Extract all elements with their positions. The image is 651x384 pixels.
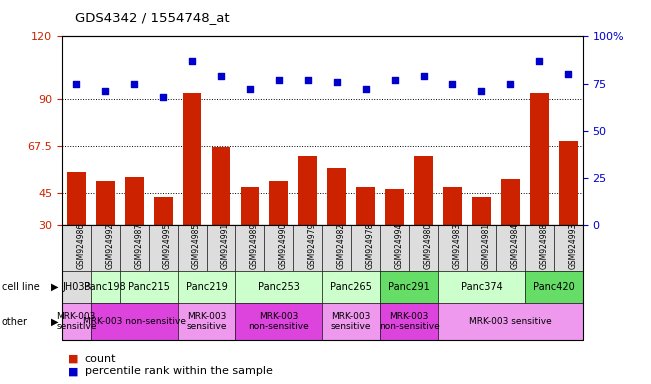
- Bar: [356, 187, 375, 225]
- Text: other: other: [2, 316, 28, 327]
- Text: GSM924994: GSM924994: [395, 222, 404, 269]
- Text: Panc291: Panc291: [388, 282, 430, 292]
- Point: [447, 81, 458, 87]
- Text: ▶: ▶: [51, 316, 59, 327]
- Point: [158, 94, 169, 100]
- Text: GSM924995: GSM924995: [163, 222, 172, 269]
- Point: [419, 73, 429, 79]
- Point: [100, 88, 111, 94]
- Point: [273, 77, 284, 83]
- Point: [361, 86, 371, 92]
- Text: ■: ■: [68, 366, 79, 376]
- Text: MRK-003 non-sensitive: MRK-003 non-sensitive: [83, 317, 186, 326]
- Text: Panc253: Panc253: [258, 282, 299, 292]
- Text: GSM924992: GSM924992: [105, 223, 114, 269]
- Point: [245, 86, 255, 92]
- Text: ■: ■: [68, 354, 79, 364]
- Text: Panc420: Panc420: [533, 282, 575, 292]
- Text: GSM924993: GSM924993: [568, 222, 577, 269]
- Text: GSM924989: GSM924989: [250, 223, 259, 269]
- Text: MRK-003
sensitive: MRK-003 sensitive: [331, 312, 372, 331]
- Bar: [501, 179, 519, 225]
- Text: GSM924990: GSM924990: [279, 222, 288, 269]
- Text: MRK-003
sensitive: MRK-003 sensitive: [186, 312, 227, 331]
- Bar: [96, 181, 115, 225]
- Text: GSM924980: GSM924980: [424, 223, 432, 269]
- Bar: [298, 156, 317, 225]
- Bar: [530, 93, 549, 225]
- Text: cell line: cell line: [2, 282, 40, 292]
- Point: [389, 77, 400, 83]
- Point: [215, 73, 226, 79]
- Text: ▶: ▶: [51, 282, 59, 292]
- Point: [129, 81, 139, 87]
- Point: [71, 81, 81, 87]
- Text: GSM924979: GSM924979: [308, 222, 317, 269]
- Bar: [240, 187, 259, 225]
- Text: JH033: JH033: [62, 282, 90, 292]
- Point: [534, 58, 544, 64]
- Bar: [414, 156, 433, 225]
- Point: [303, 77, 313, 83]
- Text: Panc215: Panc215: [128, 282, 169, 292]
- Text: GSM924981: GSM924981: [481, 223, 490, 269]
- Point: [331, 79, 342, 85]
- Text: GSM924985: GSM924985: [192, 223, 201, 269]
- Text: MRK-003
sensitive: MRK-003 sensitive: [56, 312, 96, 331]
- Text: GSM924991: GSM924991: [221, 223, 230, 269]
- Text: GSM924988: GSM924988: [539, 223, 548, 269]
- Text: GSM924983: GSM924983: [452, 223, 462, 269]
- Bar: [327, 168, 346, 225]
- Bar: [125, 177, 144, 225]
- Text: Panc198: Panc198: [85, 282, 126, 292]
- Bar: [270, 181, 288, 225]
- Text: Panc265: Panc265: [330, 282, 372, 292]
- Text: Panc374: Panc374: [460, 282, 503, 292]
- Text: MRK-003
non-sensitive: MRK-003 non-sensitive: [379, 312, 439, 331]
- Text: MRK-003
non-sensitive: MRK-003 non-sensitive: [249, 312, 309, 331]
- Text: GSM924978: GSM924978: [366, 223, 374, 269]
- Bar: [154, 197, 173, 225]
- Text: MRK-003 sensitive: MRK-003 sensitive: [469, 317, 551, 326]
- Point: [187, 58, 197, 64]
- Bar: [472, 197, 491, 225]
- Bar: [559, 141, 577, 225]
- Text: GSM924984: GSM924984: [510, 223, 519, 269]
- Point: [563, 71, 574, 77]
- Bar: [443, 187, 462, 225]
- Bar: [183, 93, 201, 225]
- Text: GSM924986: GSM924986: [76, 223, 85, 269]
- Bar: [212, 147, 230, 225]
- Point: [505, 81, 516, 87]
- Bar: [385, 189, 404, 225]
- Text: Panc219: Panc219: [186, 282, 227, 292]
- Point: [476, 88, 486, 94]
- Text: GSM924987: GSM924987: [134, 223, 143, 269]
- Text: GSM924982: GSM924982: [337, 223, 346, 269]
- Text: percentile rank within the sample: percentile rank within the sample: [85, 366, 273, 376]
- Text: GDS4342 / 1554748_at: GDS4342 / 1554748_at: [75, 12, 230, 25]
- Text: count: count: [85, 354, 116, 364]
- Bar: [67, 172, 86, 225]
